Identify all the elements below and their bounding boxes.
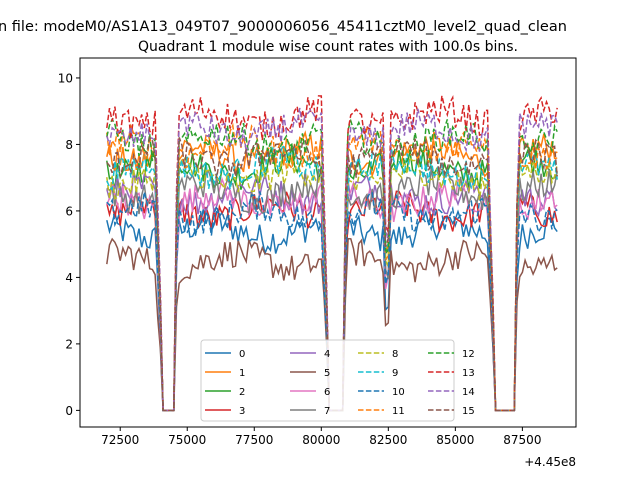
x-axis: 72500 75000 77500 80000 82500 85000 87500	[101, 427, 541, 447]
y-tick-label: 10	[58, 71, 73, 85]
x-tick-label: 87500	[503, 433, 541, 447]
legend-label-13: 13	[462, 368, 475, 379]
legend-box	[200, 339, 455, 422]
plot-area-frame	[79, 57, 577, 428]
legend-label-5: 5	[324, 368, 330, 379]
legend-label-4: 4	[324, 349, 330, 360]
legend-label-11: 11	[392, 406, 405, 417]
y-tick-label: 6	[65, 204, 73, 218]
legend-label-15: 15	[462, 406, 475, 417]
y-tick-label: 2	[65, 337, 73, 351]
y-axis: 0 2 4 6 8 10	[58, 71, 80, 418]
x-tick-label: 85000	[436, 433, 474, 447]
legend-label-3: 3	[239, 406, 245, 417]
series-line-15	[106, 136, 558, 412]
y-tick-label: 4	[65, 271, 73, 285]
legend-label-14: 14	[462, 387, 475, 398]
figure-suptitle: n file: modeM0/AS1A13_049T07_9000006056_…	[0, 19, 567, 35]
x-tick-label: 82500	[369, 433, 407, 447]
series-line-9	[106, 142, 558, 412]
chart-title: Quadrant 1 module wise count rates with …	[138, 39, 518, 55]
legend-label-10: 10	[392, 387, 405, 398]
legend-label-12: 12	[462, 349, 475, 360]
x-tick-label: 72500	[101, 433, 139, 447]
x-tick-label: 80000	[302, 433, 340, 447]
legend-label-0: 0	[239, 349, 245, 360]
legend-label-9: 9	[392, 368, 398, 379]
x-tick-label: 75000	[168, 433, 206, 447]
legend-label-8: 8	[392, 349, 398, 360]
y-tick-label: 8	[65, 138, 73, 152]
legend-label-6: 6	[324, 387, 330, 398]
x-tick-label: 77500	[235, 433, 273, 447]
legend-label-1: 1	[239, 368, 245, 379]
legend-label-7: 7	[324, 406, 330, 417]
y-tick-label: 0	[65, 404, 73, 418]
legend-label-2: 2	[239, 387, 245, 398]
x-axis-offset-text: +4.45e8	[524, 455, 576, 469]
series-line-11	[106, 122, 558, 412]
